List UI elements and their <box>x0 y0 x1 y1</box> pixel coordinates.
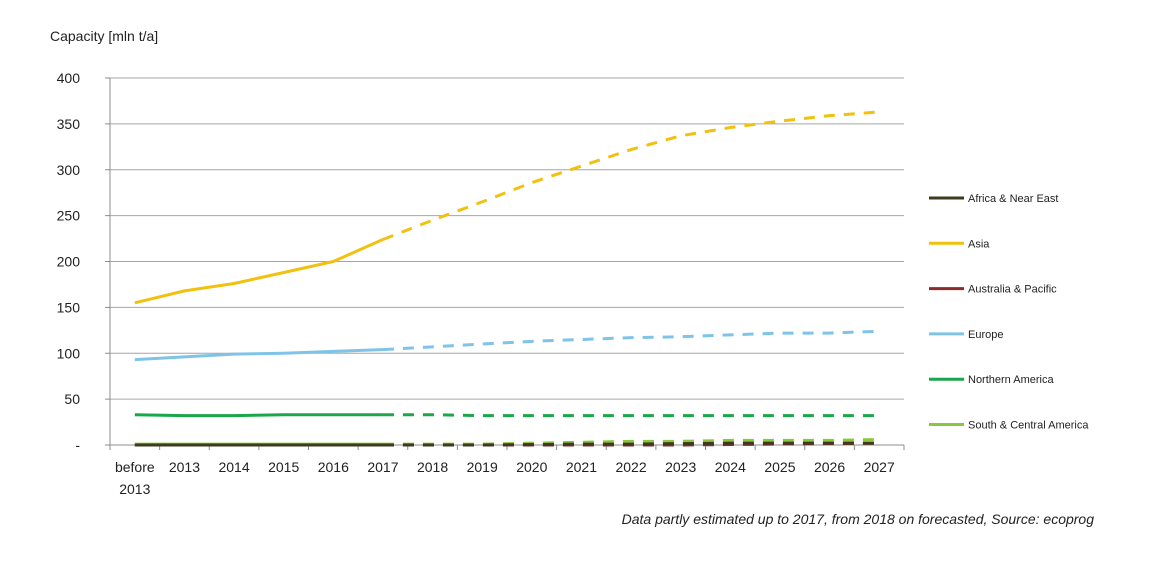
gridlines <box>110 77 904 400</box>
x-tick-label: 2017 <box>367 459 398 475</box>
y-axis-title: Capacity [mln t/a] <box>50 28 158 44</box>
y-tick-label: 250 <box>57 208 81 224</box>
x-tick-label: 2021 <box>566 459 597 475</box>
legend-label-south-central-america: South & Central America <box>968 420 1089 432</box>
x-tick-label: 2020 <box>516 459 547 475</box>
y-tick-label: 400 <box>57 70 81 86</box>
legend-label-northern-america: Northern America <box>968 374 1054 386</box>
series-line-asia-actual <box>134 238 384 305</box>
legend-label-asia: Asia <box>968 238 990 250</box>
x-tick-label: 2022 <box>615 459 646 475</box>
series-line-northern-america-forecast <box>382 413 880 418</box>
x-tick-label: 2023 <box>665 459 696 475</box>
x-tick-label: 2025 <box>764 459 795 475</box>
source-footnote: Data partly estimated up to 2017, from 2… <box>621 511 1094 527</box>
legend-label-australia-pacific: Australia & Pacific <box>968 284 1057 296</box>
x-tick-label: 2027 <box>864 459 895 475</box>
series-line-asia-forecast <box>382 110 880 241</box>
series-line-africa-near-east-forecast <box>382 441 880 447</box>
x-tick-label: 2026 <box>814 459 845 475</box>
y-axis-ticks: - 50 100 150 200 250 300 350 400 <box>57 70 110 453</box>
y-tick-label: 50 <box>64 391 80 407</box>
x-tick-label: 2016 <box>318 459 349 475</box>
x-tick-label: 2019 <box>467 459 498 475</box>
y-tick-label: 100 <box>57 345 81 361</box>
series-line-northern-america-actual <box>134 413 383 418</box>
y-tick-label: - <box>75 437 80 453</box>
x-tick-label: 2015 <box>268 459 299 475</box>
series-lines <box>134 110 880 447</box>
x-tick-label: 2013 <box>169 459 200 475</box>
y-tick-label: 150 <box>57 299 81 315</box>
y-tick-label: 200 <box>57 254 81 270</box>
y-tick-label: 350 <box>57 116 81 132</box>
x-axis: before 2013 2013 2014 2015 2016 2017 2018 2019 20… <box>109 78 905 497</box>
x-tick-label: 2018 <box>417 459 448 475</box>
series-line-europe-actual <box>134 348 383 362</box>
x-tick-label: 2024 <box>715 459 746 475</box>
y-tick-label: 300 <box>57 162 81 178</box>
x-tick-label: 2014 <box>218 459 249 475</box>
x-tick-label: before <box>115 459 155 475</box>
series-line-europe-forecast <box>382 329 880 352</box>
legend-label-africa-near-east: Africa & Near East <box>968 193 1058 205</box>
legend: Africa & Near East Asia Australia & Pacifi… <box>929 193 1089 432</box>
legend-label-europe: Europe <box>968 329 1003 341</box>
x-tick-label: 2013 <box>119 481 150 497</box>
